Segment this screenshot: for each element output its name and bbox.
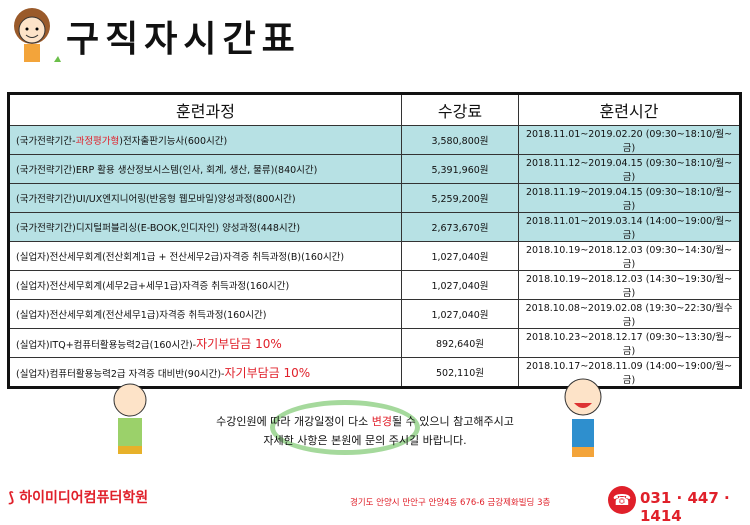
fee-cell: 1,027,040원 (401, 241, 519, 271)
course-cell: (국가전략기간)디지털퍼블리싱(E-BOOK,인디자인) 양성과정(448시간) (8, 212, 402, 242)
fee-cell: 2,673,670원 (401, 212, 519, 242)
course-cell: (실업자)전산세무회계(세무2급+세무1급)자격증 취득과정(160시간) (8, 270, 402, 300)
table-row: (실업자)전산세무회계(전산회계1급 + 전산세무2급)자격증 취득과정(B)(… (8, 241, 741, 271)
table-row: (실업자)컴퓨터활용능력2급 자격증 대비반(90시간)-자기부담금 10% 50… (8, 357, 741, 388)
course-cell: (실업자)전산세무회계(전산세무1급)자격증 취득과정(160시간) (8, 299, 402, 329)
notice: 수강인원에 따라 개강일정이 다소 변경될 수 있으니 참고해주시고 자세한 사… (170, 412, 560, 450)
logo-icon: ⟆ (8, 490, 20, 506)
course-name: (실업자)전산세무회계(세무2급+세무1급)자격증 취득과정(160시간) (16, 281, 290, 292)
notice-text: 수강인원에 따라 개강일정이 다소 (216, 415, 372, 428)
table-row: (국가전략기간-과정평가형)전자출판기능사(600시간) 3,580,800원 20… (8, 125, 741, 155)
fee-cell: 1,027,040원 (401, 299, 519, 329)
time-cell: 2018.11.01~2019.02.20 (09:30~18:10/월~금) (518, 125, 741, 155)
course-name: (국가전략기간- (16, 136, 76, 147)
page-title: 구직자시간표 (66, 19, 301, 60)
boy-cartoon (564, 378, 602, 457)
header-fee: 수강료 (401, 93, 519, 126)
fee-cell: 892,640원 (401, 328, 519, 358)
fee-cell: 3,580,800원 (401, 125, 519, 155)
header-course: 훈련과정 (8, 93, 402, 126)
fee-cell: 1,027,040원 (401, 270, 519, 300)
fee-cell: 5,391,960원 (401, 154, 519, 184)
notice-line2: 자세한 사항은 본원에 문의 주시길 바랍니다. (263, 434, 467, 447)
course-cell: (국가전략기간)ERP 활용 생산정보시스템(인사, 회계, 생산, 물류)(8… (8, 154, 402, 184)
highlight-ellipse (270, 400, 420, 455)
address: 경기도 안양시 만안구 안양4동 676-6 금강제화빌딩 3층 (350, 498, 551, 508)
table-row: (국가전략기간)UI/UX엔지니어링(반응형 웹모바일)양성과정(800시간) 5… (8, 183, 741, 213)
course-name: (실업자)전산세무회계(전산회계1급 + 전산세무2급)자격증 취득과정(B)(… (16, 252, 345, 263)
course-name: (국가전략기간)ERP 활용 생산정보시스템(인사, 회계, 생산, 물류)(8… (16, 165, 318, 176)
time-cell: 2018.11.01~2019.03.14 (14:00~19:00/월~금) (518, 212, 741, 242)
course-name: (국가전략기간)디지털퍼블리싱(E-BOOK,인디자인) 양성과정(448시간) (16, 223, 301, 234)
fee-cell: 5,259,200원 (401, 183, 519, 213)
table-row: (국가전략기간)ERP 활용 생산정보시스템(인사, 회계, 생산, 물류)(8… (8, 154, 741, 184)
phone-number[interactable]: 031 · 447 · 1414 (640, 489, 730, 525)
schedule-table: 훈련과정 수강료 훈련시간 (국가전략기간-과정평가형)전자출판기능사(600시… (7, 92, 742, 389)
time-cell: 2018.10.19~2018.12.03 (14:30~19:30/월~금) (518, 270, 741, 300)
academy-logo: ⟆ 하이미디어컴퓨터학원 (8, 487, 148, 507)
course-name: (실업자)ITQ+컴퓨터활용능력2급(160시간)- (16, 339, 197, 351)
course-cell: (국가전략기간)UI/UX엔지니어링(반응형 웹모바일)양성과정(800시간) (8, 183, 402, 213)
phone-icon: ☎ (608, 486, 636, 514)
time-cell: 2018.11.12~2019.04.15 (09:30~18:10/월~금) (518, 154, 741, 184)
course-name-rest: )전자출판기능사(600시간) (119, 136, 228, 147)
notice-highlight: 변경 (371, 415, 393, 428)
course-name: (실업자)전산세무회계(전산세무1급)자격증 취득과정(160시간) (16, 310, 267, 321)
copay-note: 자기부담금 10% (224, 365, 311, 380)
course-type: 과정평가형 (75, 136, 120, 147)
time-cell: 2018.10.17~2018.11.09 (14:00~19:00/월~금) (518, 357, 741, 388)
course-cell: (실업자)ITQ+컴퓨터활용능력2급(160시간)-자기부담금 10% (8, 328, 402, 358)
copay-note: 자기부담금 10% (196, 336, 282, 351)
course-name: (국가전략기간)UI/UX엔지니어링(반응형 웹모바일)양성과정(800시간) (16, 194, 296, 205)
course-name: (실업자)컴퓨터활용능력2급 자격증 대비반(90시간)- (16, 368, 225, 380)
time-cell: 2018.10.23~2018.12.17 (09:30~13:30/월~금) (518, 328, 741, 358)
course-cell: (실업자)컴퓨터활용능력2급 자격증 대비반(90시간)-자기부담금 10% (8, 357, 402, 388)
time-cell: 2018.10.19~2018.12.03 (09:30~14:30/월~금) (518, 241, 741, 271)
course-cell: (실업자)전산세무회계(전산회계1급 + 전산세무2급)자격증 취득과정(B)(… (8, 241, 402, 271)
table-row: (실업자)전산세무회계(세무2급+세무1급)자격증 취득과정(160시간) 1,0… (8, 270, 741, 300)
table-row: (실업자)전산세무회계(전산세무1급)자격증 취득과정(160시간) 1,027,… (8, 299, 741, 329)
header-time: 훈련시간 (518, 93, 741, 126)
girl-cartoon (113, 383, 147, 454)
girl-illustration (14, 8, 61, 62)
logo-text: 하이미디어컴퓨터학원 (19, 490, 149, 506)
notice-text: 될 수 있으니 참고해주시고 (392, 415, 514, 428)
time-cell: 2018.11.19~2019.04.15 (09:30~18:10/월~금) (518, 183, 741, 213)
table-row: (국가전략기간)디지털퍼블리싱(E-BOOK,인디자인) 양성과정(448시간)… (8, 212, 741, 242)
course-cell: (국가전략기간-과정평가형)전자출판기능사(600시간) (8, 125, 402, 155)
table-row: (실업자)ITQ+컴퓨터활용능력2급(160시간)-자기부담금 10% 892,6… (8, 328, 741, 358)
fee-cell: 502,110원 (401, 357, 519, 388)
time-cell: 2018.10.08~2019.02.08 (19:30~22:30/월수금) (518, 299, 741, 329)
